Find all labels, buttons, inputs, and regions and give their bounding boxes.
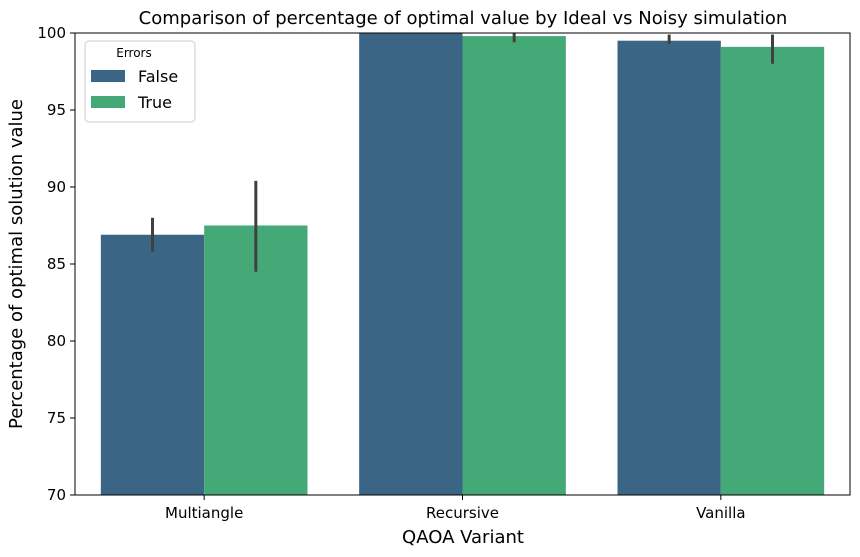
legend-swatch: [91, 70, 125, 82]
x-axis-label: QAOA Variant: [402, 527, 524, 548]
legend: Errors False True: [84, 40, 196, 123]
bar: [359, 33, 463, 495]
y-axis-label: Percentage of optimal solution value: [6, 99, 27, 429]
bar: [617, 40, 721, 495]
y-tick-label: 90: [47, 178, 66, 196]
bar: [720, 46, 825, 496]
y-tick-label: 100: [37, 24, 66, 42]
legend-label: True: [137, 93, 172, 112]
legend-label: False: [138, 67, 178, 86]
x-tick-label: Recursive: [426, 504, 499, 522]
x-axis: Multiangle Recursive Vanilla: [165, 495, 746, 522]
error-bars-layer: [151, 33, 774, 272]
legend-swatch: [91, 96, 125, 108]
x-tick-label: Vanilla: [696, 504, 746, 522]
y-tick-label: 95: [47, 101, 66, 119]
chart-title: Comparison of percentage of optimal valu…: [139, 8, 788, 29]
y-tick-label: 75: [47, 409, 66, 427]
plot-frame: [74, 32, 851, 496]
y-tick-label: 85: [47, 255, 66, 273]
y-axis: 70 75 80 85 90 95 100: [37, 24, 75, 504]
bars-layer: [100, 33, 825, 496]
y-tick-label: 80: [47, 332, 66, 350]
bar: [462, 36, 566, 495]
legend-title: Errors: [116, 46, 152, 60]
x-tick-label: Multiangle: [165, 504, 243, 522]
bar: [100, 234, 205, 496]
y-tick-label: 70: [47, 486, 66, 504]
